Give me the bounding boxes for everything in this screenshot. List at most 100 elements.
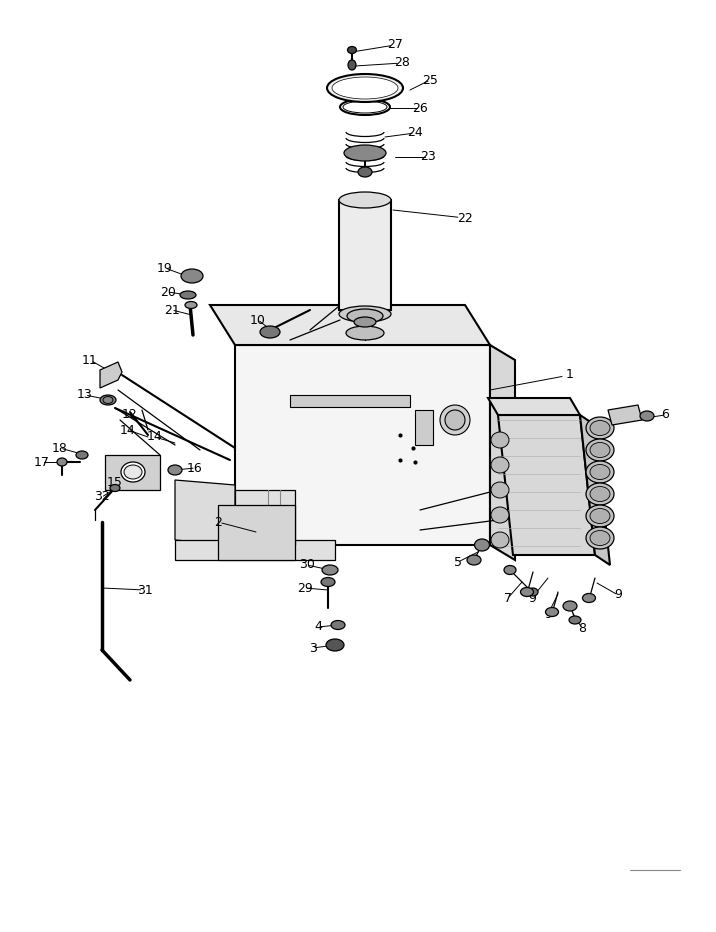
- Ellipse shape: [590, 509, 610, 524]
- Text: 11: 11: [82, 353, 98, 366]
- Polygon shape: [490, 345, 515, 560]
- Text: 24: 24: [407, 127, 423, 140]
- Ellipse shape: [586, 527, 614, 549]
- Ellipse shape: [491, 432, 509, 448]
- Polygon shape: [100, 362, 122, 388]
- Text: 20: 20: [160, 285, 176, 298]
- Ellipse shape: [100, 395, 116, 405]
- Ellipse shape: [185, 301, 197, 308]
- Polygon shape: [235, 490, 295, 545]
- Text: 14: 14: [120, 423, 136, 436]
- Ellipse shape: [590, 487, 610, 501]
- Text: 3: 3: [309, 641, 317, 654]
- Polygon shape: [580, 415, 610, 565]
- Ellipse shape: [354, 317, 376, 327]
- Text: 6: 6: [661, 408, 669, 421]
- Ellipse shape: [339, 306, 391, 322]
- Text: 25: 25: [422, 74, 438, 87]
- Text: 27: 27: [387, 38, 403, 51]
- Ellipse shape: [583, 594, 596, 602]
- Polygon shape: [498, 415, 595, 555]
- Text: 9: 9: [528, 592, 536, 605]
- Text: 7: 7: [504, 592, 512, 605]
- Text: 28: 28: [394, 57, 410, 70]
- Polygon shape: [210, 305, 490, 345]
- Ellipse shape: [440, 405, 470, 435]
- Ellipse shape: [590, 464, 610, 479]
- Ellipse shape: [110, 485, 120, 491]
- Bar: [290, 395, 410, 407]
- Text: 26: 26: [412, 102, 428, 115]
- Ellipse shape: [321, 578, 335, 586]
- Ellipse shape: [590, 443, 610, 458]
- Ellipse shape: [563, 601, 577, 611]
- Text: 5: 5: [454, 555, 462, 569]
- Text: 18: 18: [52, 442, 68, 455]
- Text: 8: 8: [578, 622, 586, 635]
- Ellipse shape: [640, 411, 654, 421]
- Polygon shape: [218, 505, 295, 560]
- Ellipse shape: [76, 451, 88, 459]
- Polygon shape: [175, 540, 335, 560]
- Polygon shape: [105, 455, 160, 490]
- Ellipse shape: [586, 483, 614, 505]
- Ellipse shape: [586, 417, 614, 439]
- Text: 2: 2: [214, 515, 222, 528]
- Text: 10: 10: [250, 313, 266, 326]
- Ellipse shape: [327, 74, 403, 102]
- Text: 12: 12: [122, 408, 138, 421]
- Ellipse shape: [347, 309, 383, 323]
- Ellipse shape: [358, 167, 372, 177]
- Text: 9: 9: [614, 588, 622, 601]
- Text: 14: 14: [147, 431, 163, 444]
- Ellipse shape: [168, 465, 182, 475]
- Polygon shape: [488, 398, 580, 415]
- Text: 29: 29: [297, 582, 313, 595]
- Ellipse shape: [590, 530, 610, 545]
- Ellipse shape: [322, 565, 338, 575]
- Ellipse shape: [546, 608, 558, 616]
- Ellipse shape: [181, 269, 203, 283]
- Ellipse shape: [491, 532, 509, 548]
- Ellipse shape: [475, 539, 490, 551]
- Ellipse shape: [528, 588, 538, 596]
- Ellipse shape: [445, 410, 465, 430]
- Ellipse shape: [504, 566, 516, 574]
- Ellipse shape: [586, 505, 614, 527]
- Ellipse shape: [491, 482, 509, 498]
- Text: 13: 13: [77, 389, 93, 402]
- Ellipse shape: [124, 465, 142, 479]
- Ellipse shape: [346, 326, 384, 340]
- Ellipse shape: [491, 457, 509, 473]
- Text: 4: 4: [314, 621, 322, 634]
- Ellipse shape: [121, 462, 145, 482]
- Ellipse shape: [331, 621, 345, 629]
- Text: 30: 30: [299, 558, 315, 571]
- Polygon shape: [235, 345, 490, 545]
- Text: 31: 31: [137, 583, 153, 596]
- Text: 32: 32: [94, 490, 110, 503]
- Ellipse shape: [180, 291, 196, 299]
- Ellipse shape: [569, 616, 581, 624]
- Ellipse shape: [260, 326, 280, 338]
- Ellipse shape: [344, 145, 386, 161]
- Polygon shape: [175, 480, 235, 545]
- Ellipse shape: [339, 192, 391, 208]
- Text: 9: 9: [544, 608, 552, 621]
- Ellipse shape: [491, 507, 509, 523]
- Ellipse shape: [57, 458, 67, 466]
- Ellipse shape: [326, 639, 344, 651]
- Text: 16: 16: [187, 461, 203, 474]
- Ellipse shape: [586, 461, 614, 483]
- Ellipse shape: [347, 47, 357, 53]
- Text: 15: 15: [107, 475, 123, 488]
- Text: 21: 21: [164, 304, 180, 317]
- Ellipse shape: [590, 420, 610, 435]
- Polygon shape: [608, 405, 642, 425]
- Bar: [339, 200, 391, 310]
- Text: 23: 23: [420, 150, 436, 163]
- Ellipse shape: [521, 587, 533, 596]
- Text: 17: 17: [34, 456, 50, 469]
- Bar: [415, 410, 433, 445]
- Ellipse shape: [467, 555, 481, 565]
